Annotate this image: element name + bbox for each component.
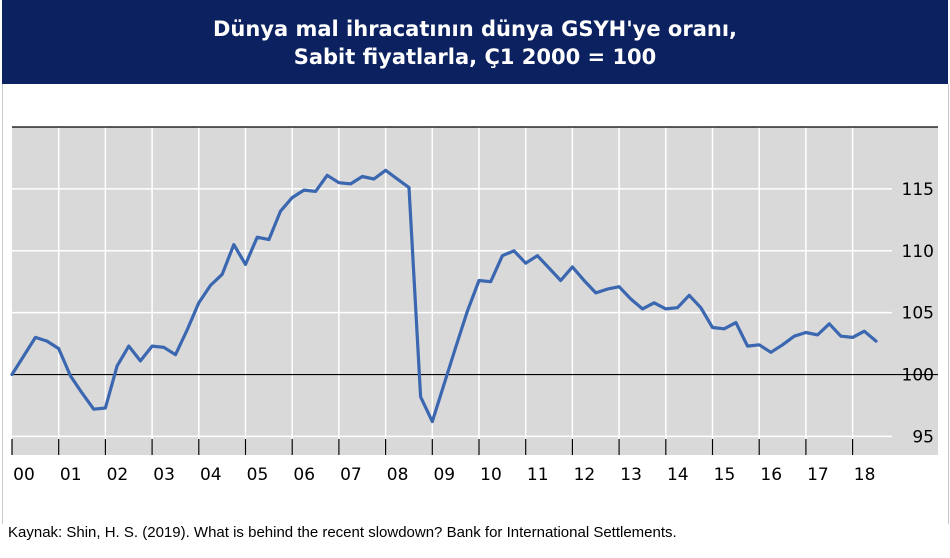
source-note: Kaynak: Shin, H. S. (2019). What is behi… — [8, 524, 677, 541]
horizontal-gridlines — [12, 188, 892, 438]
x-tick-label: 06 — [293, 465, 315, 485]
x-tick-label: 00 — [13, 465, 35, 485]
x-tick-label: 10 — [480, 465, 502, 485]
y-tick-labels: 95 100 105 110 115 — [902, 180, 934, 448]
chart-header: Dünya mal ihracatının dünya GSYH'ye oran… — [2, 0, 948, 84]
x-tick-label: 11 — [527, 465, 549, 485]
x-tick-label: 02 — [107, 465, 129, 485]
chart-title: Dünya mal ihracatının dünya GSYH'ye oran… — [212, 17, 737, 41]
x-tick-marks — [11, 439, 854, 455]
y-tick-label: 95 — [912, 427, 934, 447]
series-line — [10, 168, 878, 424]
y-tick-label: 100 — [902, 366, 934, 386]
x-tick-label: 16 — [760, 465, 782, 485]
x-tick-label: 14 — [667, 465, 689, 485]
x-tick-label: 04 — [200, 465, 222, 485]
x-tick-label: 01 — [60, 465, 82, 485]
x-tick-label: 17 — [807, 465, 829, 485]
frame-left-border — [2, 84, 3, 524]
frame-right-border — [948, 84, 949, 524]
y-tick-label: 115 — [902, 180, 934, 200]
x-tick-label: 18 — [854, 465, 876, 485]
vertical-gridlines — [57, 127, 854, 455]
x-tick-labels: 00 01 02 03 04 05 06 07 08 09 10 11 12 13 14 15 16 17 18 — [13, 465, 875, 485]
x-tick-label: 03 — [153, 465, 175, 485]
x-tick-label: 08 — [387, 465, 409, 485]
y-tick-label: 110 — [902, 242, 934, 262]
x-tick-label: 15 — [714, 465, 736, 485]
chart-subtitle: Sabit fiyatlarla, Ç1 2000 = 100 — [293, 45, 657, 69]
x-tick-label: 05 — [247, 465, 269, 485]
x-tick-label: 09 — [433, 465, 455, 485]
x-tick-label: 12 — [574, 465, 596, 485]
chart: 00 01 02 03 04 05 06 07 08 09 10 11 12 13 14 15 16 17 18 9… — [10, 126, 938, 485]
y-tick-label: 105 — [902, 304, 934, 324]
x-tick-label: 13 — [620, 465, 642, 485]
x-tick-label: 07 — [340, 465, 362, 485]
